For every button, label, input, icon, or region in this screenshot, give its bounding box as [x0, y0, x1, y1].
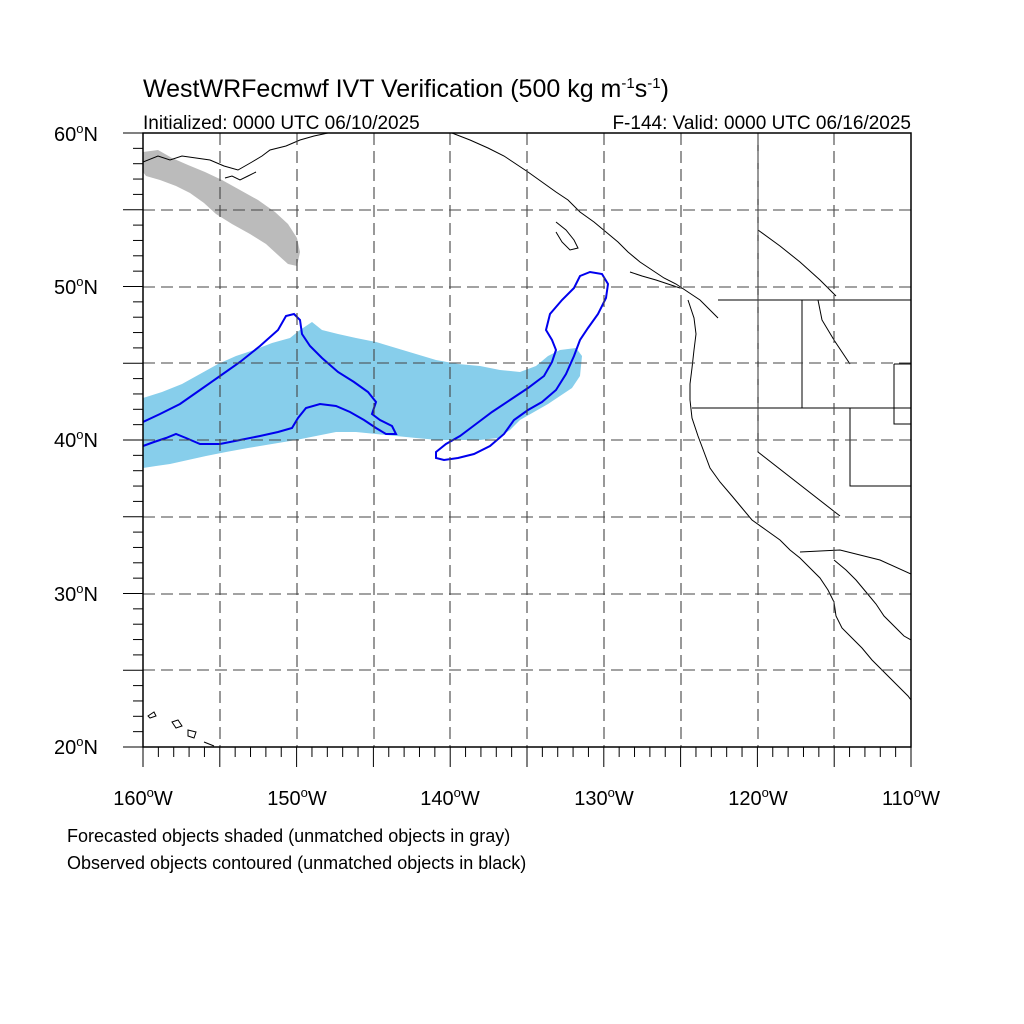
lat-label-50: 50oN — [54, 274, 98, 299]
longitude-labels: 160oW 150oW 140oW 130oW 120oW 110oW — [113, 785, 940, 810]
lat-label-40: 40oN — [54, 427, 98, 452]
lon-label-130w: 130oW — [574, 785, 634, 810]
lat-label-60: 60oN — [54, 121, 98, 146]
lat-label-20: 20oN — [54, 734, 98, 759]
valid-time-label: F-144: Valid: 0000 UTC 06/16/2025 — [612, 113, 911, 134]
lon-label-160w: 160oW — [113, 785, 173, 810]
observed-object-east — [435, 270, 610, 462]
note-observed-objects: Observed objects contoured (unmatched ob… — [67, 853, 526, 873]
axis-ticks — [123, 132, 912, 767]
coastlines — [143, 133, 911, 747]
note-forecast-objects: Forecasted objects shaded (unmatched obj… — [67, 826, 510, 846]
observed-object-west — [143, 312, 398, 447]
latitude-labels: 60oN 50oN 40oN 30oN 20oN — [54, 121, 98, 759]
lon-label-150w: 150oW — [267, 785, 327, 810]
matched-forecast-object-west — [143, 322, 582, 468]
map-content — [143, 133, 911, 747]
graticule — [143, 133, 911, 747]
map-title: WestWRFecmwf IVT Verification (500 kg m-… — [143, 75, 669, 103]
lon-label-140w: 140oW — [420, 785, 480, 810]
init-time-label: Initialized: 0000 UTC 06/10/2025 — [143, 113, 420, 134]
lon-label-110w: 110oW — [882, 785, 940, 810]
unmatched-forecast-object — [143, 150, 300, 266]
lat-label-30: 30oN — [54, 581, 98, 606]
lon-label-120w: 120oW — [728, 785, 788, 810]
